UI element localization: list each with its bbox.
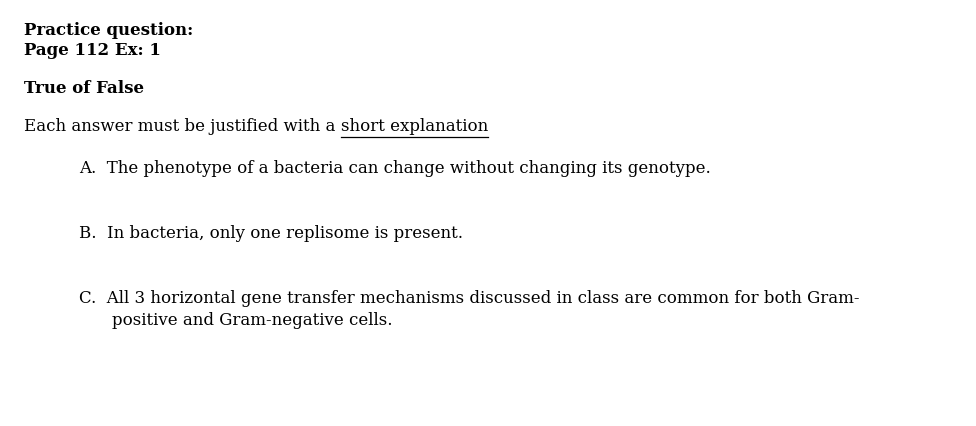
Text: C.  All 3 horizontal gene transfer mechanisms discussed in class are common for : C. All 3 horizontal gene transfer mechan… [79,290,860,307]
Text: True of False: True of False [24,80,144,97]
Text: Practice question:: Practice question: [24,22,193,39]
Text: Page 112 Ex: 1: Page 112 Ex: 1 [24,42,161,59]
Text: B.  In bacteria, only one replisome is present.: B. In bacteria, only one replisome is pr… [79,225,464,242]
Text: short explanation: short explanation [341,118,488,135]
Text: positive and Gram-negative cells.: positive and Gram-negative cells. [112,312,393,329]
Text: Each answer must be justified with a: Each answer must be justified with a [24,118,341,135]
Text: A.  The phenotype of a bacteria can change without changing its genotype.: A. The phenotype of a bacteria can chang… [79,160,712,177]
